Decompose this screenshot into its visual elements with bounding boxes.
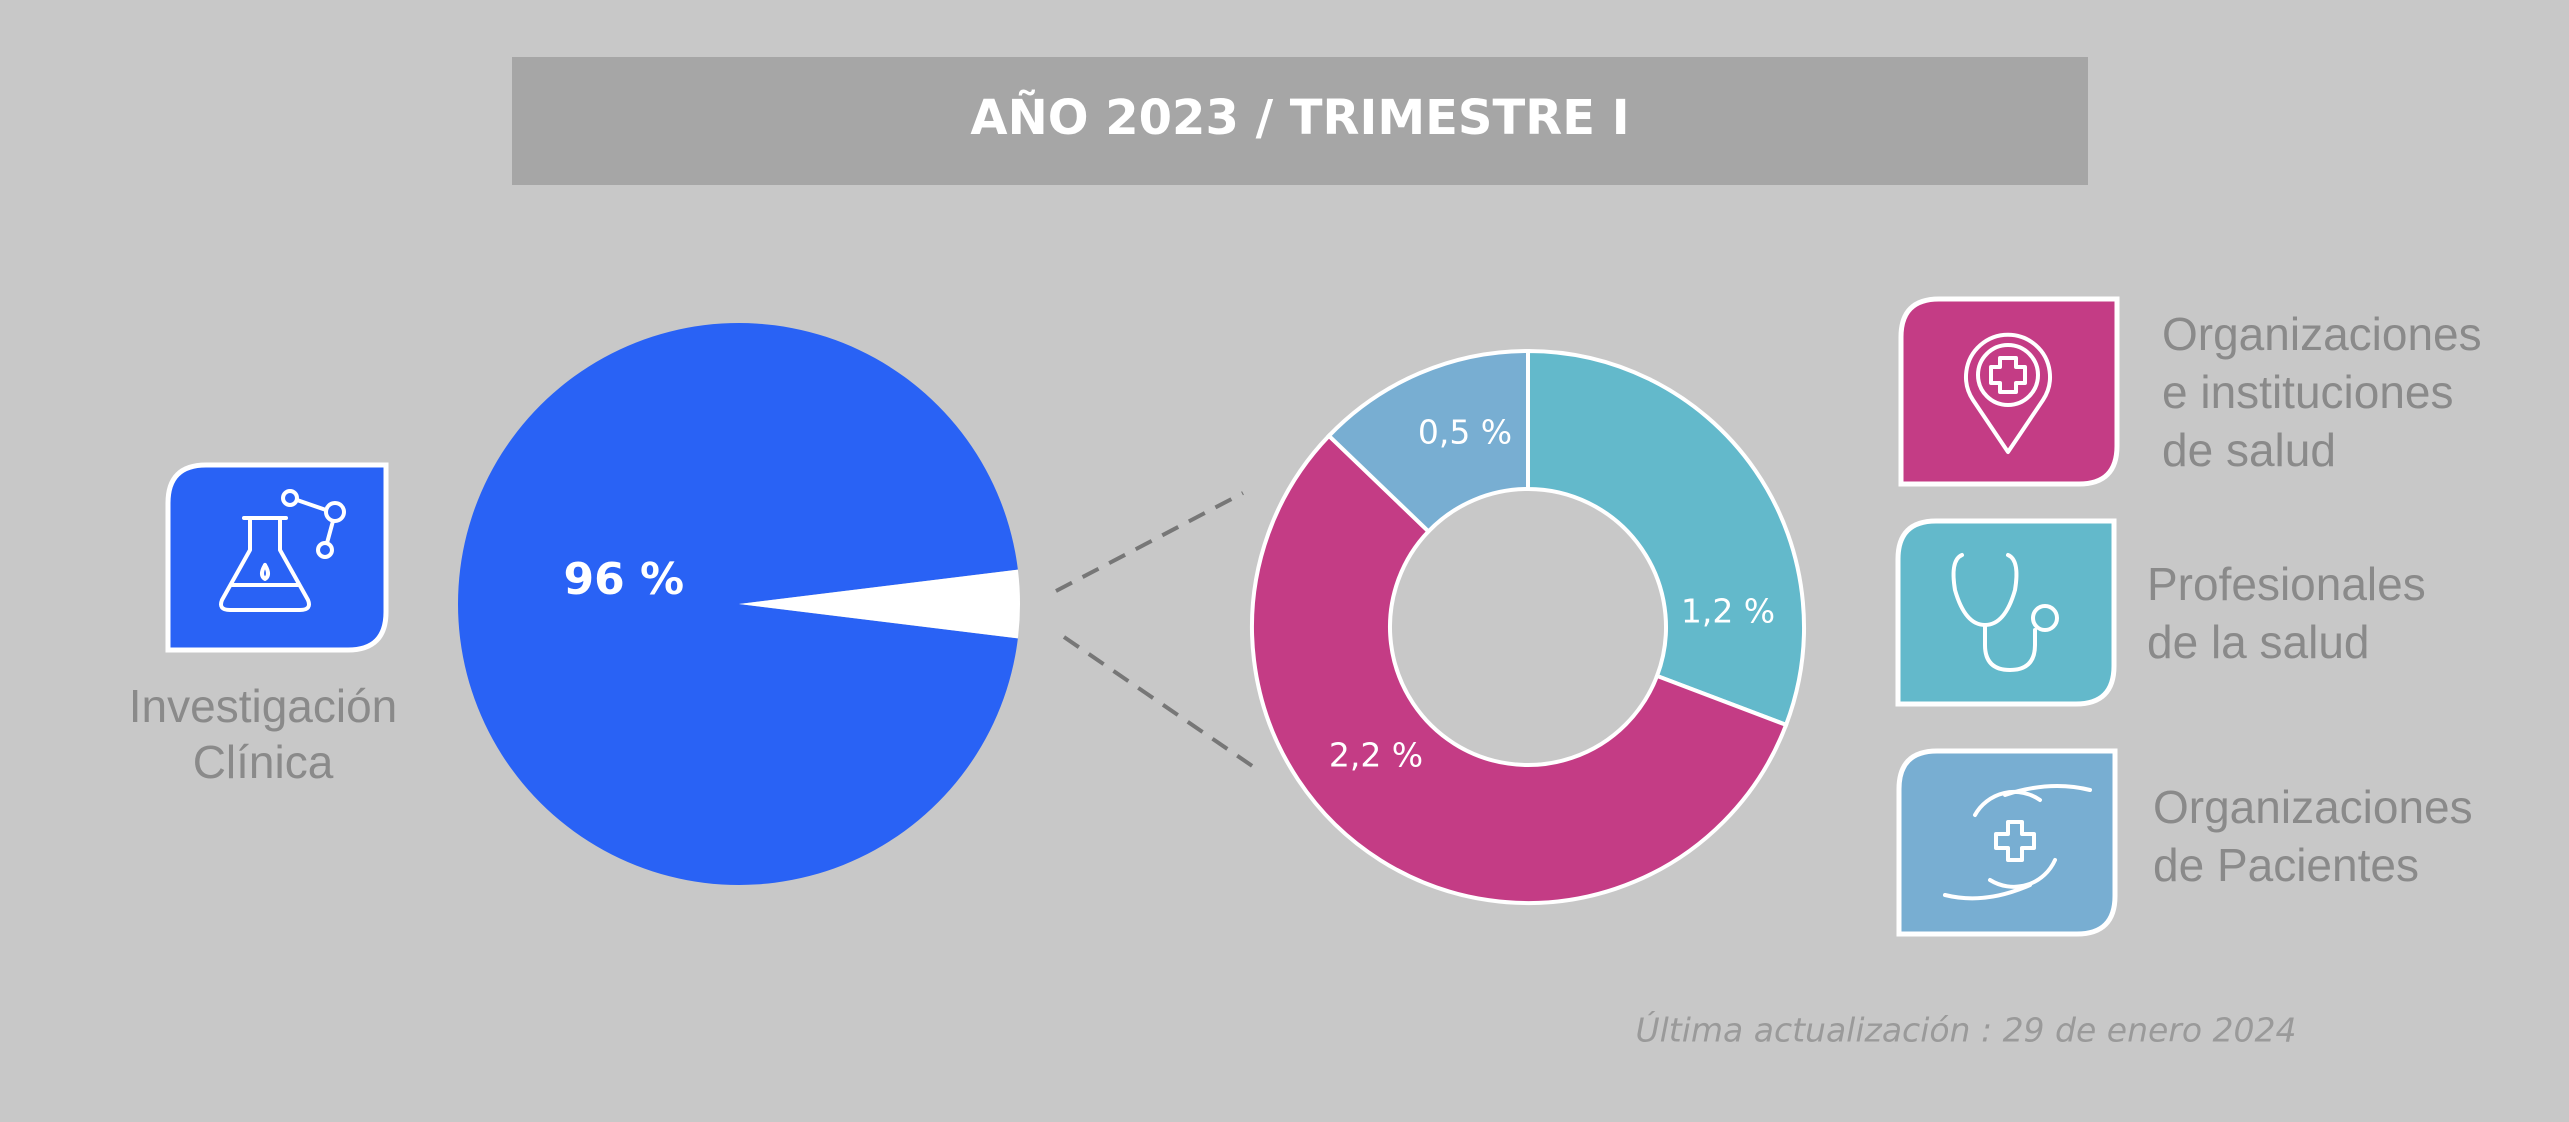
legend-label: Organizaciones e instituciones de salud: [2162, 308, 2482, 476]
legend-label: Organizaciones de Pacientes: [2153, 781, 2473, 891]
icon-patients: [1896, 748, 2118, 937]
category-label: Investigación Clínica: [129, 680, 398, 788]
icon-organizations: [1898, 296, 2120, 487]
donut-segment: [1526, 348, 1806, 728]
icon-research: [165, 462, 389, 653]
value-label: 1,2 %: [1681, 592, 1775, 631]
donut-segment: [1326, 348, 1530, 535]
value-label: 0,5 %: [1418, 413, 1512, 452]
icon-professionals: [1895, 518, 2117, 707]
value-label: 2,2 %: [1329, 736, 1423, 775]
title: AÑO 2023 / TRIMESTRE I: [970, 89, 1629, 146]
connector: [1062, 635, 1263, 774]
value-label: 96 %: [563, 554, 684, 605]
pie-slice: [739, 569, 1020, 639]
connector: [1055, 491, 1244, 593]
footer-note: Última actualización : 29 de enero 2024: [1635, 1010, 2296, 1050]
donut-segment: [1250, 432, 1789, 905]
title-bar: [512, 57, 2088, 185]
pie-slice: [457, 322, 1018, 885]
legend-label: Profesionales de la salud: [2147, 558, 2426, 668]
